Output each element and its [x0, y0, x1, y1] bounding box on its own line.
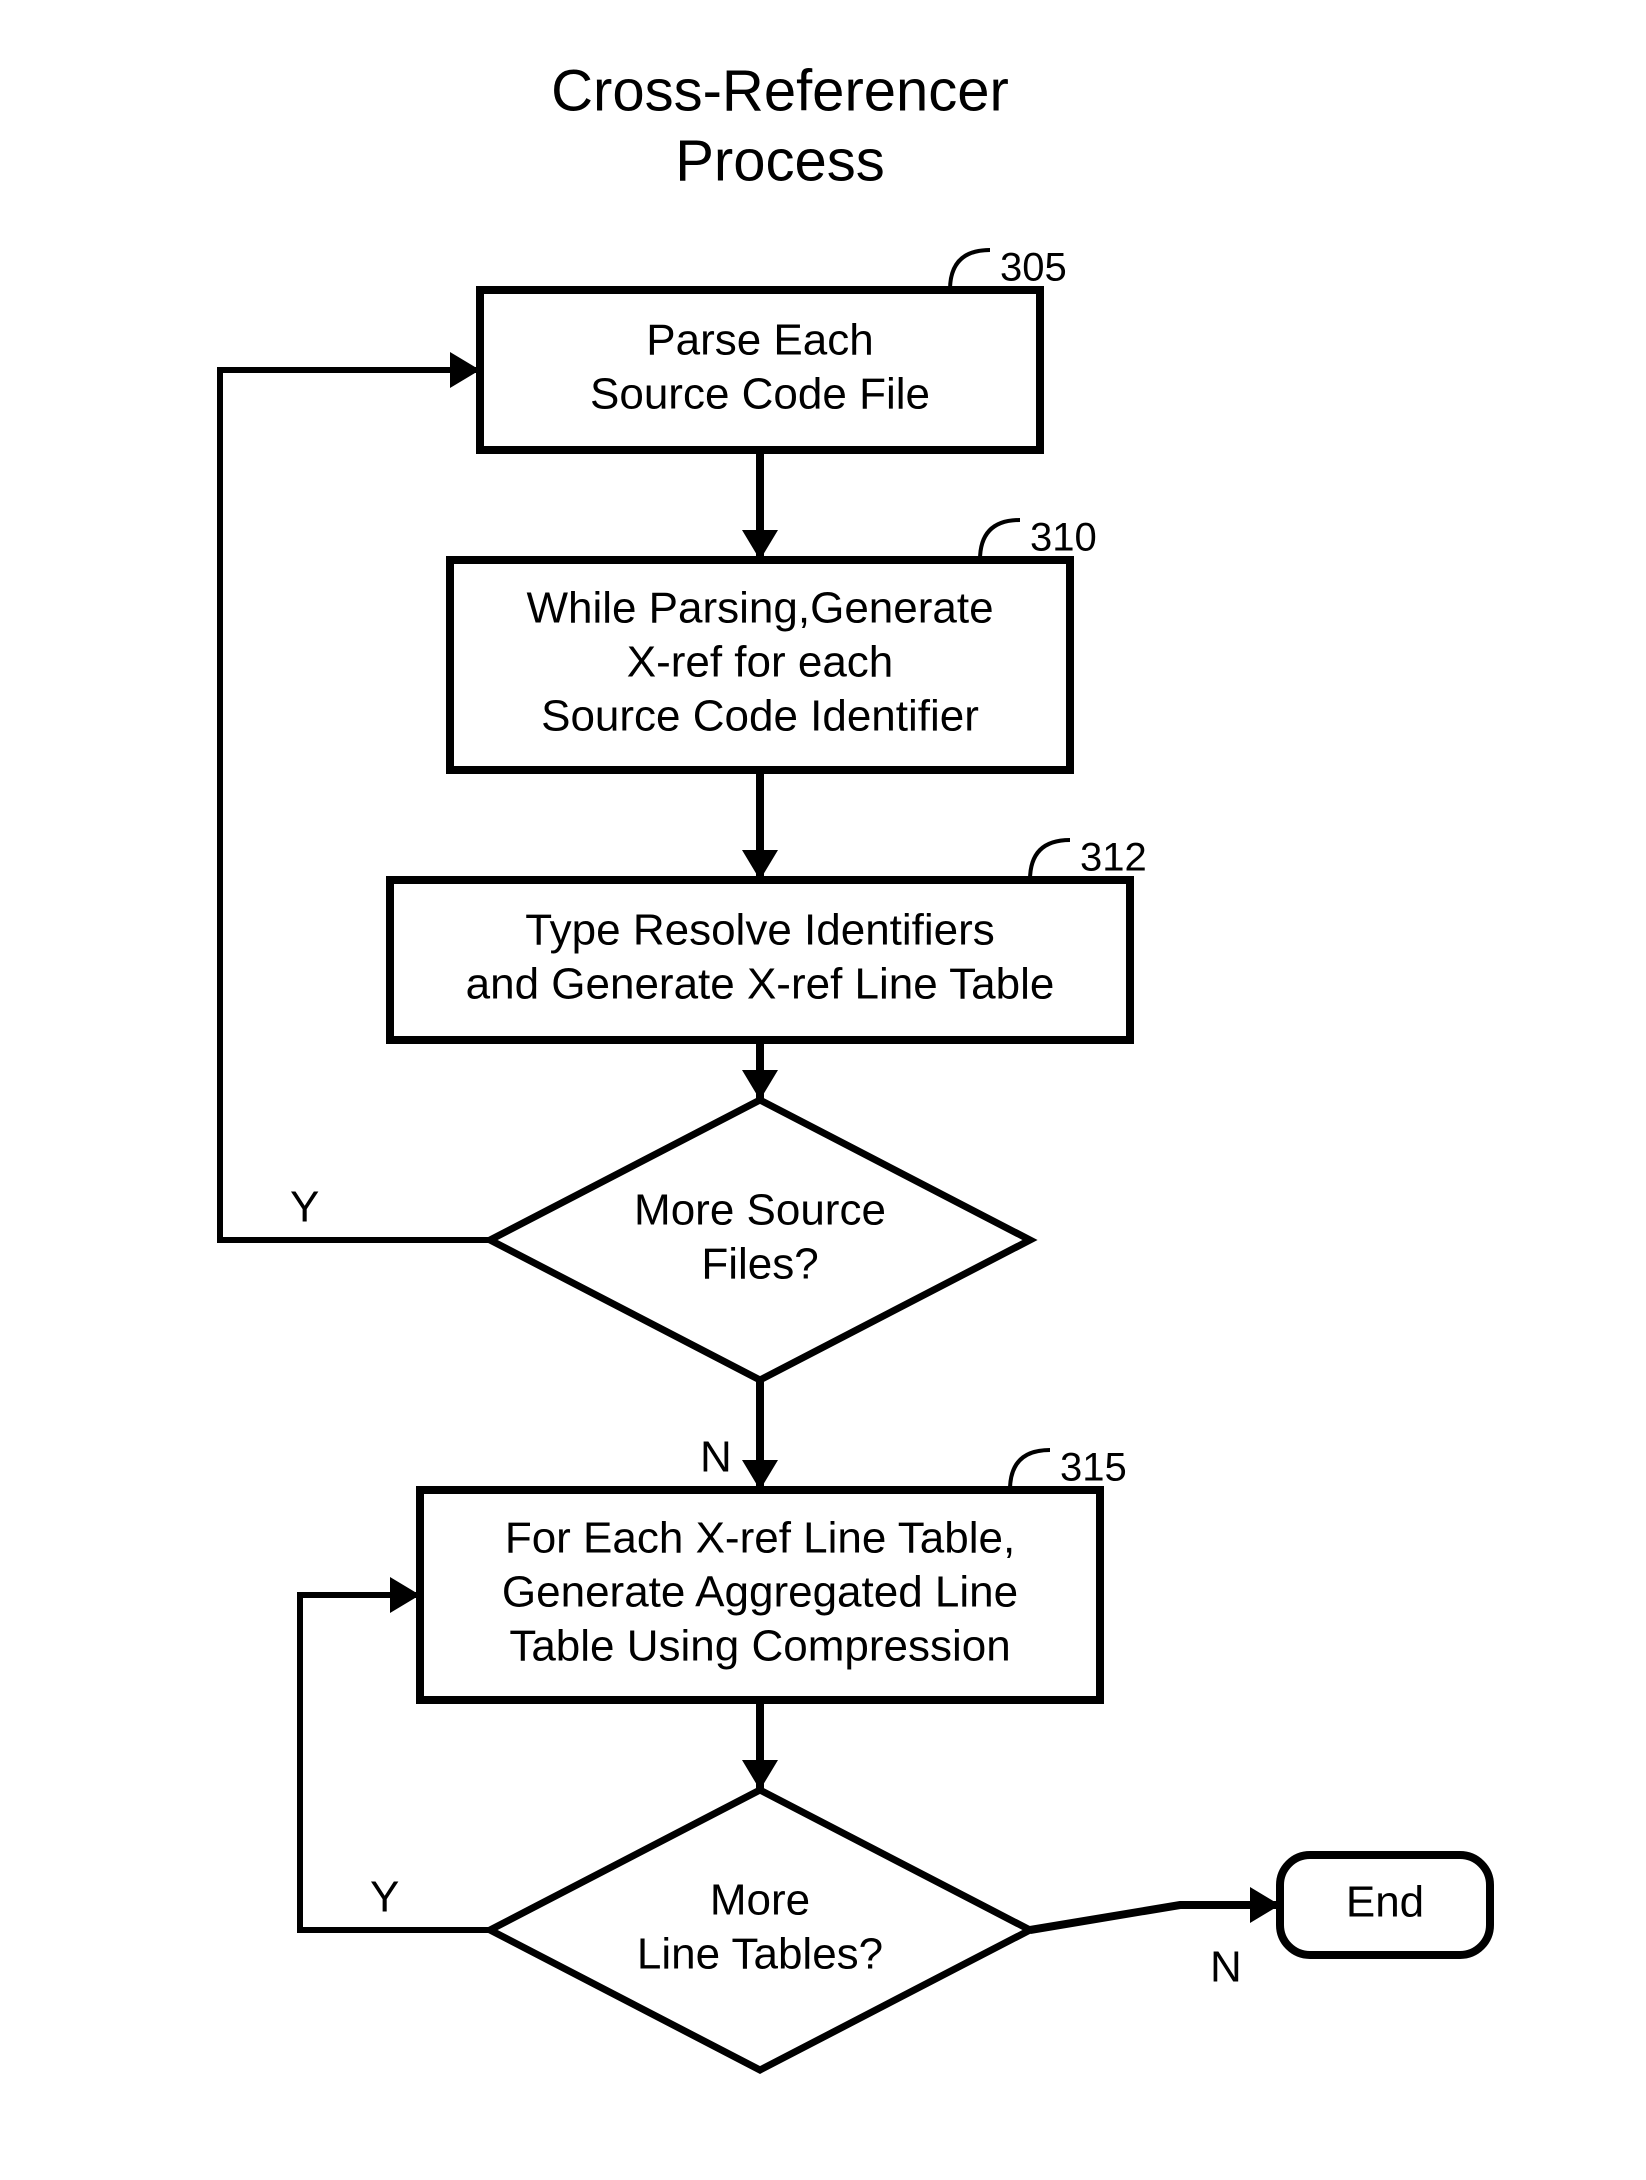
- svg-text:Parse EachSource Code File: Parse EachSource Code File: [590, 316, 930, 419]
- svg-text:N: N: [1210, 1943, 1242, 1992]
- svg-text:For Each X-ref Line Table,Gene: For Each X-ref Line Table,Generate Aggre…: [502, 1514, 1018, 1671]
- svg-text:305: 305: [1000, 246, 1067, 290]
- svg-text:MoreLine Tables?: MoreLine Tables?: [637, 1876, 883, 1979]
- svg-text:Type Resolve Identifiersand Ge: Type Resolve Identifiersand Generate X-r…: [466, 906, 1055, 1009]
- svg-text:More SourceFiles?: More SourceFiles?: [634, 1186, 886, 1289]
- svg-text:N: N: [700, 1433, 732, 1482]
- svg-text:Y: Y: [370, 1873, 399, 1922]
- svg-text:310: 310: [1030, 516, 1097, 560]
- svg-text:Y: Y: [290, 1183, 319, 1232]
- svg-text:315: 315: [1060, 1446, 1127, 1490]
- svg-text:Cross-ReferencerProcess: Cross-ReferencerProcess: [551, 58, 1009, 193]
- svg-text:End: End: [1346, 1878, 1424, 1927]
- svg-text:While Parsing,GenerateX-ref fo: While Parsing,GenerateX-ref for eachSour…: [526, 584, 993, 741]
- svg-text:312: 312: [1080, 836, 1147, 880]
